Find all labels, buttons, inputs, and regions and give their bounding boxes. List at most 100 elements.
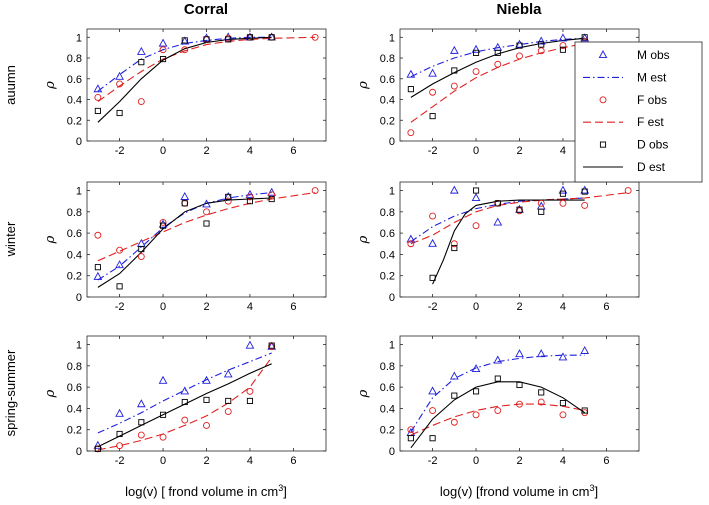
f-obs-marker (581, 201, 589, 209)
x-tick-label: 4 (560, 145, 566, 157)
y-tick-label: 0.4 (380, 403, 395, 415)
f-obs-marker (203, 421, 210, 429)
legend-label: M est (637, 70, 667, 84)
y-tick-label: 0.8 (380, 361, 395, 373)
f-obs-marker (599, 96, 607, 104)
f-obs-marker (311, 33, 319, 41)
d-est-line (97, 197, 272, 288)
d-obs-marker (538, 389, 545, 396)
f-obs-marker (559, 199, 567, 207)
d-obs-marker (181, 398, 188, 406)
m-obs-marker (515, 349, 524, 358)
m-obs-marker (202, 199, 211, 208)
d-obs-marker (94, 445, 101, 452)
m-obs-marker (136, 399, 146, 408)
f-obs-marker (137, 253, 145, 260)
x-tick-label: 6 (290, 145, 296, 157)
f-obs-marker (407, 426, 415, 434)
f-obs-marker (624, 187, 632, 194)
d-obs-marker (268, 34, 275, 41)
m-obs-marker (536, 36, 546, 45)
d-obs-marker (599, 141, 607, 148)
f-obs-marker (472, 222, 480, 230)
legend-label: F est (637, 115, 664, 129)
y-tick-label: 0.8 (380, 207, 395, 219)
y-tick-label: 0.4 (67, 95, 82, 107)
d-obs-marker (559, 400, 567, 407)
y-tick-label: 0.8 (380, 53, 395, 65)
f-obs-marker (559, 411, 567, 419)
m-est-line (97, 192, 272, 281)
d-obs-marker (225, 193, 232, 200)
f-obs-marker (203, 208, 210, 216)
x-tick-label: 0 (473, 455, 479, 467)
d-obs-marker (581, 407, 588, 414)
m-obs-marker (515, 39, 524, 48)
f-est-line (97, 356, 273, 451)
y-tick-label: 0 (389, 136, 395, 148)
row-label: spring-summer (3, 349, 18, 436)
f-est-line (410, 192, 629, 245)
d-obs-marker (429, 113, 436, 120)
y-tick-label: 0 (76, 136, 82, 148)
x-tick-label: 6 (603, 301, 609, 313)
m-est-line (410, 37, 585, 78)
x-tick-label: 0 (473, 145, 479, 157)
m-obs-marker (598, 50, 608, 59)
m-obs-marker (471, 44, 481, 53)
f-obs-marker (537, 47, 545, 55)
m-obs-marker (406, 69, 416, 78)
y-tick-label: 0.2 (67, 425, 82, 437)
d-est-line (410, 37, 585, 98)
f-est-line (97, 192, 316, 262)
m-obs-marker (493, 355, 503, 364)
y-tick-label: 0.8 (67, 53, 82, 65)
f-obs-marker (516, 400, 523, 408)
f-obs-marker (159, 433, 167, 441)
d-obs-marker (472, 187, 480, 194)
y-tick-label: 0.2 (380, 425, 395, 437)
x-axis-label-main: log(v) [frond volume in cm (440, 484, 590, 499)
x-tick-label: 0 (160, 455, 166, 467)
f-obs-marker (494, 60, 502, 68)
panel-corral-winter: -2 0 2 4 6 0 0.2 0.4 0.6 0.8 1 ρ (43, 181, 327, 313)
m-obs-marker (158, 375, 168, 384)
axes-frame (399, 181, 640, 298)
f-obs-marker (159, 219, 167, 226)
m-obs-marker (223, 369, 233, 378)
f-obs-marker (224, 197, 232, 205)
d-obs-marker (181, 37, 188, 44)
m-obs-marker (136, 46, 146, 55)
y-tick-label: 0.4 (380, 249, 395, 261)
m-obs-marker (93, 84, 103, 93)
f-obs-marker (537, 398, 545, 406)
m-obs-marker (471, 364, 481, 373)
d-est-line (410, 381, 586, 449)
y-tick-label: 0.6 (380, 74, 395, 86)
x-tick-label: -2 (428, 455, 438, 467)
legend-box (574, 41, 703, 183)
d-obs-marker (116, 283, 123, 290)
m-obs-marker (115, 260, 124, 269)
x-tick-label: -2 (115, 455, 125, 467)
x-tick-label: 4 (560, 455, 566, 467)
f-obs-marker (116, 80, 124, 88)
x-tick-label: 6 (290, 455, 296, 467)
d-obs-marker (516, 206, 523, 213)
f-est-line (97, 36, 316, 103)
f-obs-marker (450, 82, 458, 90)
row-label: auumn (3, 65, 18, 105)
y-tick-label: 1 (389, 340, 395, 352)
m-obs-marker (406, 234, 416, 243)
y-tick-label: 0.2 (67, 271, 82, 283)
x-tick-label: -2 (115, 301, 125, 313)
panel-niebla-spring-summer: -2 0 2 4 6 0 0.2 0.4 0.6 0.8 1 ρ (356, 335, 640, 467)
f-est-line (410, 403, 585, 436)
m-obs-marker (428, 68, 437, 77)
y-tick-label: 0.2 (380, 271, 395, 283)
row-label: winter (3, 221, 18, 257)
f-obs-marker (137, 98, 145, 106)
m-obs-marker (471, 193, 481, 202)
d-est-line (432, 199, 585, 285)
x-tick-label: -2 (428, 301, 438, 313)
